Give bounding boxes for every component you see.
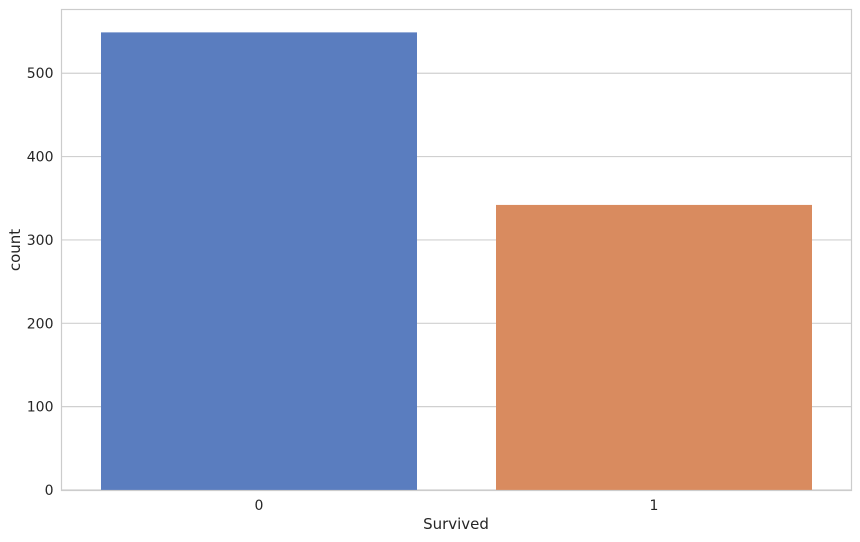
plot-frame [60, 8, 853, 492]
bar-0 [101, 32, 417, 490]
x-tick-label: 1 [650, 498, 659, 514]
y-axis-label: count [6, 229, 24, 271]
y-tick-labels: 0 100 200 300 400 500 [27, 66, 54, 499]
y-tick-label: 400 [27, 150, 54, 166]
y-tick-label: 500 [27, 66, 54, 82]
bar-1 [496, 204, 812, 490]
y-tick-label: 300 [27, 233, 54, 249]
bars [101, 32, 812, 490]
x-tick-label: 0 [255, 498, 264, 514]
y-tick-label: 0 [45, 483, 54, 499]
y-tick-label: 200 [27, 316, 54, 332]
x-axis-label: Survived [423, 515, 489, 533]
y-tick-label: 100 [27, 400, 54, 416]
